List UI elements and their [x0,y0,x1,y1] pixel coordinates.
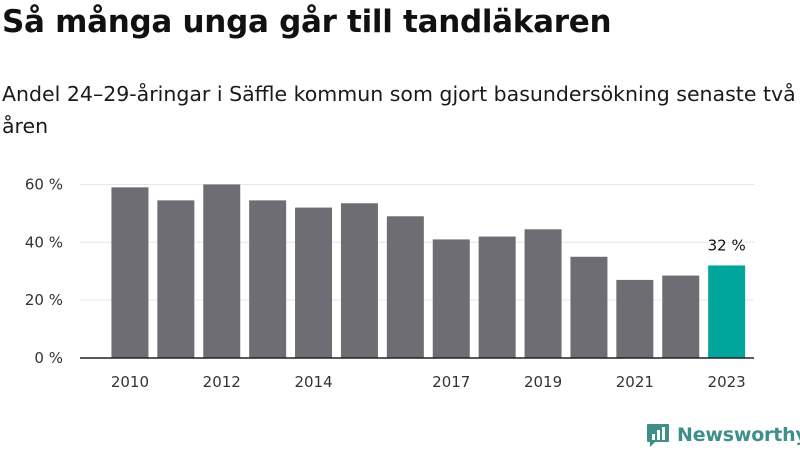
y-tick-label: 40 % [25,233,63,251]
bar-2016 [386,216,424,358]
data-label-2023: 32 % [708,236,746,254]
bar-2019 [524,229,562,358]
x-tick-label: 2023 [708,373,746,391]
newsworthy-logo: Newsworthy [645,421,800,449]
bar-chart: 0 % 20 % 40 % 60 % 2010 2012 2014 2017 2019 2021 2… [25,175,754,391]
bar-2020 [570,256,608,358]
newsworthy-logo-text: Newsworthy [677,424,800,446]
x-tick-label: 2017 [432,373,470,391]
labels: 0 % 20 % 40 % 60 % 2010 2012 2014 2017 2019 2021 2… [25,175,746,391]
x-tick-label: 2014 [294,373,332,391]
bar-2011 [157,200,195,358]
bar-2017 [432,239,470,358]
x-tick-label: 2010 [111,373,149,391]
bar-2014 [295,207,333,358]
chart-subtitle: Andel 24–29-åringar i Säffle kommun som … [2,82,796,138]
bars [111,184,746,358]
y-tick-label: 0 % [34,349,63,367]
bar-2010 [111,187,149,358]
bar-2015 [340,203,378,358]
bar-2022 [662,275,700,358]
y-tick-label: 20 % [25,291,63,309]
x-tick-label: 2019 [524,373,562,391]
bar-2018 [478,236,516,358]
y-tick-label: 60 % [25,175,63,193]
chart-title: Så många unga går till tandläkaren [2,4,612,40]
newsworthy-logo-icon [647,424,669,447]
bar-2012 [203,184,241,358]
bar-2021 [616,279,654,358]
bar-2023 [708,265,746,358]
x-tick-label: 2012 [203,373,241,391]
bar-2013 [249,200,287,358]
x-tick-label: 2021 [616,373,654,391]
